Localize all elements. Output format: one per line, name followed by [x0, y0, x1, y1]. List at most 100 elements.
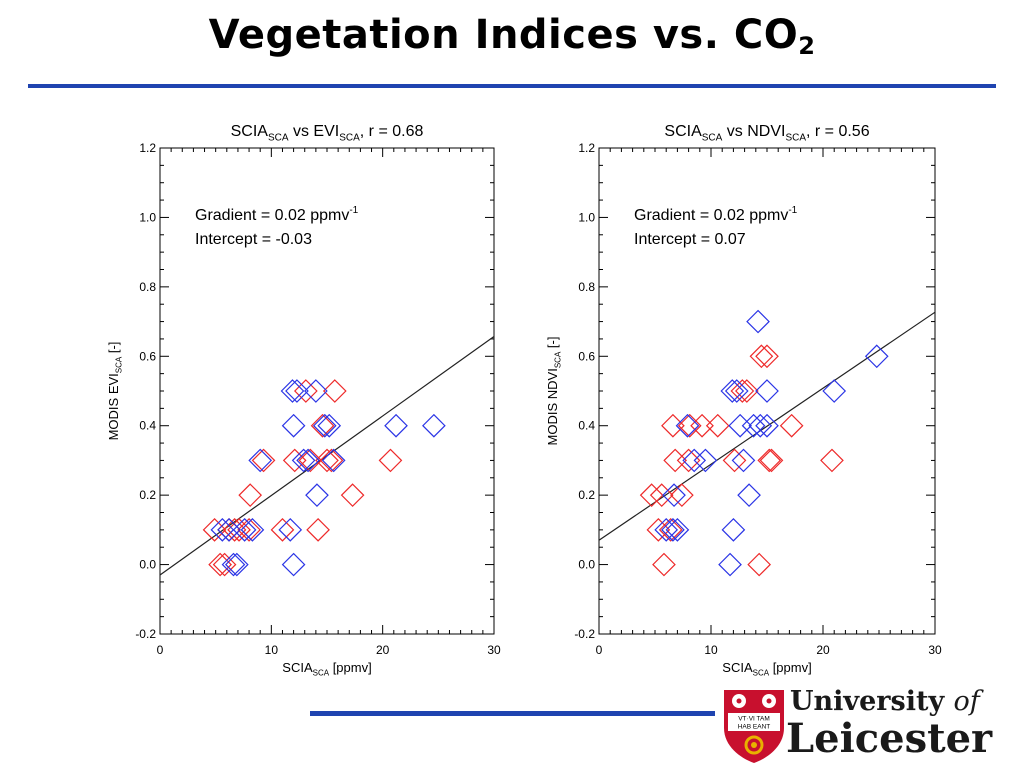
data-point-blue — [822, 379, 847, 403]
y-tick-label: 1.2 — [139, 141, 156, 155]
data-point-red — [755, 344, 779, 369]
data-point-blue — [210, 518, 235, 542]
y-tick-label: 0.0 — [139, 558, 156, 572]
data-point-blue — [721, 518, 746, 542]
data-point-blue — [304, 379, 328, 403]
y-tick-label: 0.4 — [578, 419, 595, 433]
data-point-blue — [321, 448, 346, 473]
data-point-red — [315, 448, 339, 473]
data-point-blue — [317, 413, 342, 438]
data-point-blue — [746, 309, 770, 334]
y-tick-label: 0.6 — [578, 349, 595, 363]
data-point-blue — [661, 518, 685, 542]
data-point-red — [298, 448, 323, 473]
y-tick-label: 0.8 — [578, 280, 595, 294]
data-point-red — [282, 448, 307, 473]
data-point-red — [227, 518, 251, 542]
data-point-blue — [662, 483, 686, 507]
intercept-annotation: Intercept = -0.03 — [195, 231, 312, 248]
data-point-blue — [654, 518, 679, 542]
data-point-red — [212, 552, 237, 577]
logo-line-1: University of — [790, 686, 980, 717]
data-point-blue — [240, 518, 265, 542]
y-tick-label: 1.2 — [578, 141, 595, 155]
data-point-blue — [675, 413, 700, 438]
data-point-blue — [232, 518, 257, 542]
data-point-blue — [278, 518, 303, 542]
data-point-red — [759, 448, 784, 473]
data-point-blue — [718, 552, 742, 577]
chart-panel-1: 0 10 20 30 -0.2 0.0 0.2 0.4 0.6 0.8 1.0 1.2 SCIASCA … — [106, 123, 501, 678]
data-point-red — [322, 379, 347, 403]
data-point-blue — [741, 413, 766, 438]
chart-panel-2: 0 10 20 30 -0.2 0.0 0.2 0.4 0.6 0.8 1.0 1.2 SCIASCA … — [545, 123, 942, 678]
data-point-blue — [682, 448, 707, 473]
y-tick-label: -0.2 — [574, 627, 595, 641]
data-point-red — [217, 518, 241, 542]
intercept-annotation: Intercept = 0.07 — [634, 231, 746, 248]
data-point-blue — [281, 552, 306, 577]
data-point-blue — [281, 413, 306, 438]
chart-title: SCIASCA vs NDVISCA, r = 0.56 — [664, 123, 869, 143]
data-point-blue — [312, 413, 337, 438]
x-axis-label: SCIASCA [ppmv] — [282, 660, 371, 678]
data-point-blue — [724, 379, 749, 403]
y-axis-label: MODIS EVISCA [-] — [106, 342, 124, 441]
data-point-red — [757, 448, 782, 473]
data-point-blue — [731, 448, 756, 473]
shield-motto-1: VT·VI TAM — [738, 716, 770, 723]
y-tick-label: 1.0 — [139, 210, 156, 224]
data-point-blue — [755, 379, 779, 403]
data-point-red — [652, 552, 676, 577]
data-point-blue — [728, 413, 752, 438]
data-point-red — [730, 379, 755, 403]
data-point-blue — [248, 448, 273, 473]
data-point-red — [237, 518, 261, 542]
data-point-red — [670, 483, 694, 507]
data-point-red — [306, 518, 330, 542]
y-tick-label: 0.2 — [578, 488, 595, 502]
data-point-blue — [221, 552, 246, 577]
logo-word-of: of — [953, 686, 980, 717]
data-point-red — [340, 483, 365, 507]
y-tick-label: 0.2 — [139, 488, 156, 502]
y-tick-label: 0.0 — [578, 558, 595, 572]
data-point-blue — [296, 448, 320, 473]
data-point-blue — [291, 448, 316, 473]
data-point-red — [649, 483, 674, 507]
data-point-red — [270, 518, 295, 542]
data-point-red — [705, 413, 730, 438]
data-point-red — [820, 448, 844, 473]
y-tick-label: 0.6 — [139, 349, 156, 363]
data-point-blue — [280, 379, 305, 403]
gradient-annotation: Gradient = 0.02 ppmv-1 — [195, 205, 359, 224]
logo-word-university: University — [790, 686, 954, 717]
shield-icon: VT·VI TAM HAB EANT — [724, 690, 784, 763]
slide-title-subscript: 2 — [798, 32, 816, 60]
x-tick-label: 20 — [816, 643, 830, 657]
data-point-red — [238, 483, 263, 507]
data-point-red — [658, 518, 683, 542]
y-tick-label: -0.2 — [135, 627, 156, 641]
x-tick-label: 20 — [376, 643, 390, 657]
data-point-red — [208, 552, 232, 577]
data-point-red — [779, 413, 804, 438]
slide-title: Vegetation Indices vs. CO2 — [0, 12, 1024, 60]
x-tick-label: 0 — [157, 643, 164, 657]
shield-motto-2: HAB EANT — [738, 724, 771, 731]
data-point-blue — [217, 518, 241, 542]
chart-title: SCIASCA vs EVISCA, r = 0.68 — [231, 123, 424, 143]
gradient-annotation: Gradient = 0.02 ppmv-1 — [634, 205, 798, 224]
data-point-red — [747, 552, 772, 577]
data-point-blue — [864, 344, 889, 369]
y-axis-label: MODIS NDVISCA [-] — [545, 337, 563, 446]
footer-divider — [310, 711, 715, 716]
title-divider — [28, 84, 996, 88]
x-tick-label: 10 — [265, 643, 279, 657]
x-tick-label: 10 — [704, 643, 718, 657]
data-point-red — [661, 413, 685, 438]
data-point-blue — [422, 413, 446, 438]
data-point-blue — [285, 379, 309, 403]
data-point-red — [378, 448, 403, 473]
